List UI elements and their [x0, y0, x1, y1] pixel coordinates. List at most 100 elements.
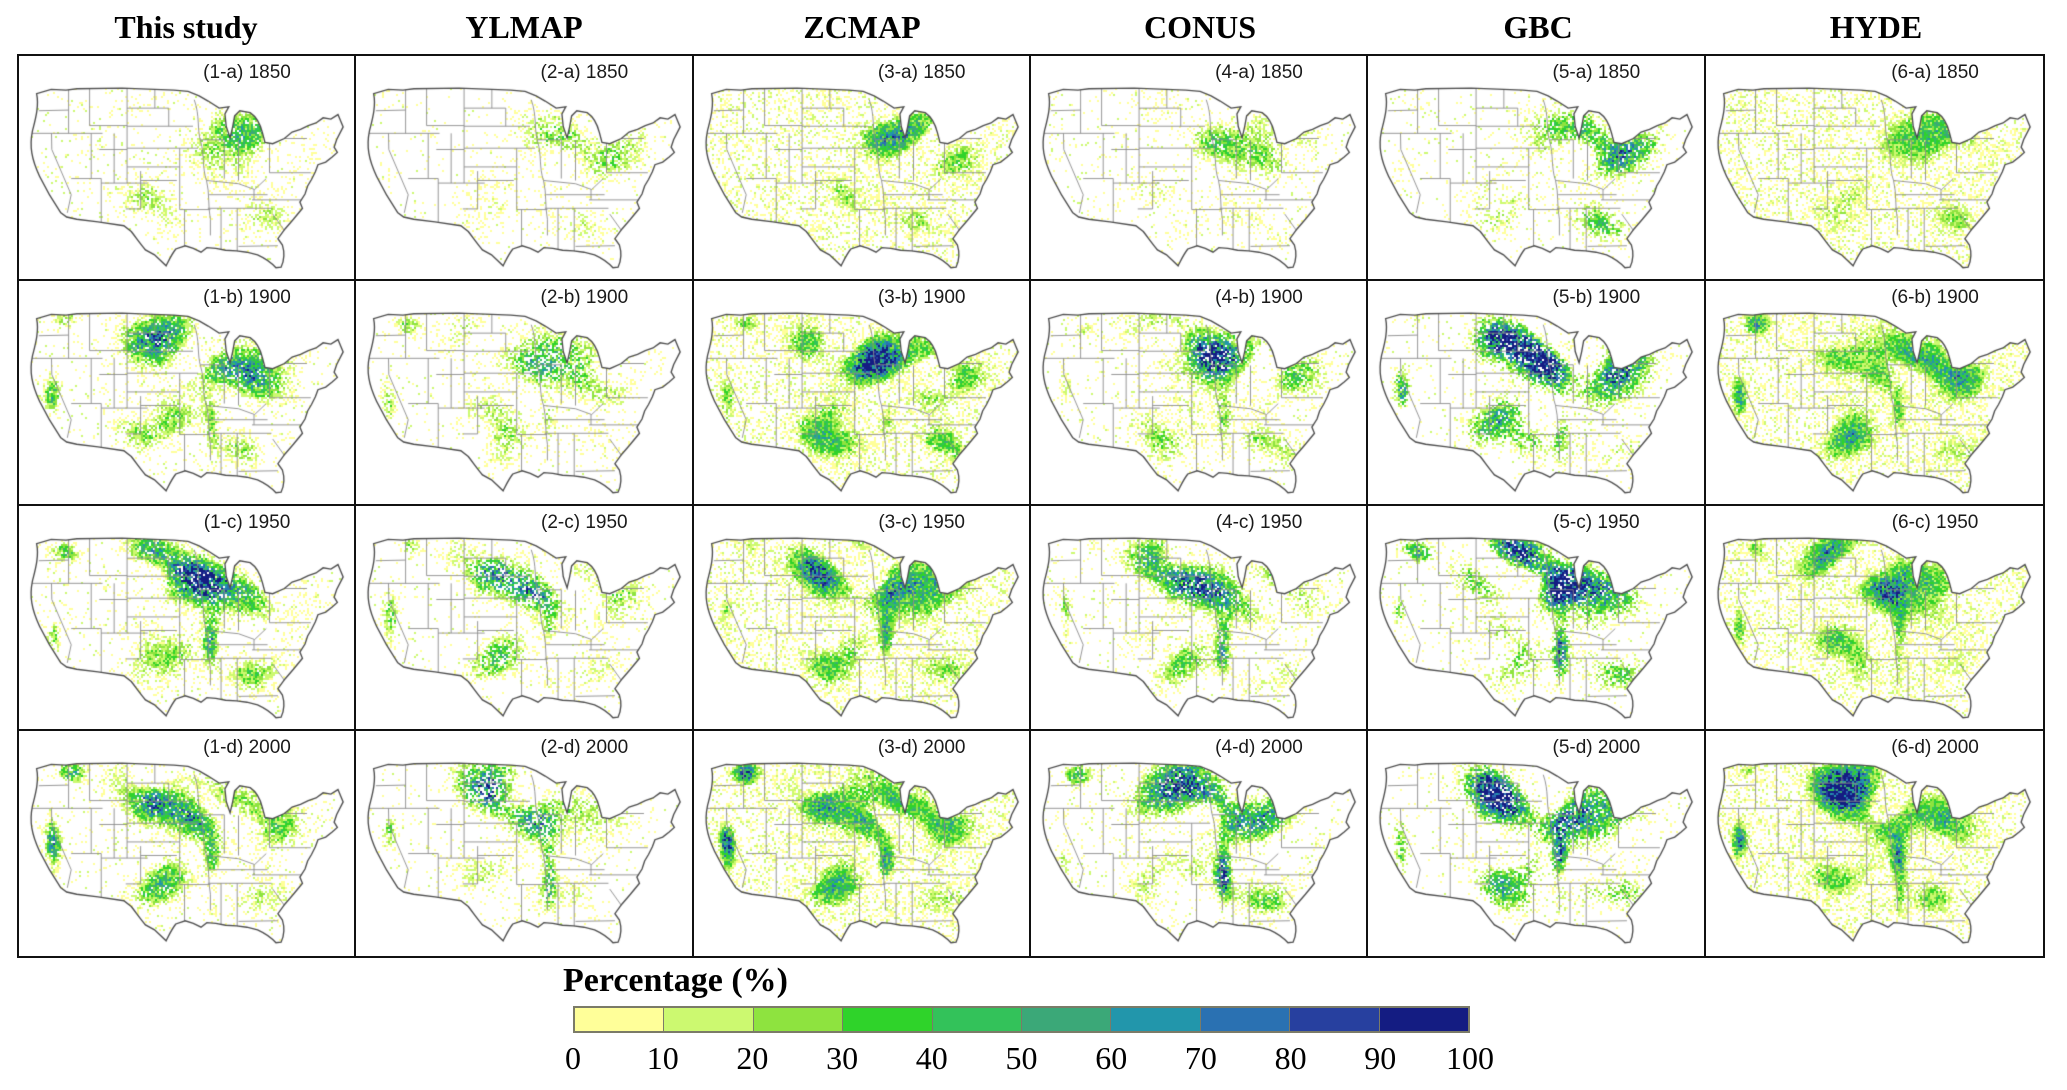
- map-panel-4-c: (4-c) 1950: [1031, 506, 1369, 731]
- panel-label-1-c: (1-c) 1950: [203, 512, 291, 533]
- map-panel-3-b: (3-b) 1900: [693, 281, 1031, 506]
- us-map-2-a: [356, 56, 692, 279]
- us-map-4-c: [1031, 506, 1367, 729]
- map-panel-2-a: (2-a) 1850: [356, 56, 694, 281]
- us-map-4-a: [1031, 56, 1367, 279]
- legend-title: Percentage (%): [563, 962, 788, 999]
- colorbar-segment-30-40: [843, 1008, 933, 1031]
- map-grid: (1-a) 1850 (2-a) 1850 (3-a) 1850 (4-a) 1850…: [17, 54, 2045, 958]
- colorbar-tick-90: 90: [1364, 1040, 1397, 1076]
- panel-label-4-d: (4-d) 2000: [1215, 737, 1303, 758]
- map-panel-2-c: (2-c) 1950: [356, 506, 694, 731]
- column-header-1: This study: [114, 9, 258, 45]
- map-panel-3-d: (3-d) 2000: [693, 731, 1031, 956]
- column-header-4: CONUS: [1143, 9, 1256, 45]
- panel-label-2-a: (2-a) 1850: [540, 62, 629, 83]
- panel-label-5-b: (5-b) 1900: [1552, 287, 1641, 308]
- panel-label-2-b: (2-b) 1900: [540, 287, 629, 308]
- map-panel-5-b: (5-b) 1900: [1368, 281, 1706, 506]
- panel-label-1-b: (1-b) 1900: [203, 287, 291, 308]
- panel-label-5-a: (5-a) 1850: [1552, 62, 1641, 83]
- panel-label-1-a: (1-a) 1850: [203, 62, 291, 83]
- us-map-4-b: [1031, 281, 1367, 504]
- us-map-3-c: [693, 506, 1029, 729]
- column-header-2: YLMAP: [465, 9, 583, 45]
- map-panel-4-a: (4-a) 1850: [1031, 56, 1369, 281]
- colorbar-segment-90-100: [1379, 1008, 1469, 1031]
- colorbar-tick-100: 100: [1446, 1040, 1494, 1076]
- us-map-3-d: [693, 731, 1029, 955]
- us-map-5-d: [1368, 731, 1704, 955]
- us-map-3-a: [693, 56, 1029, 279]
- map-panel-6-b: (6-b) 1900: [1705, 281, 2043, 506]
- colorbar-segment-60-70: [1111, 1008, 1201, 1031]
- map-panel-1-d: (1-d) 2000: [19, 731, 357, 956]
- us-map-2-d: [356, 731, 692, 955]
- map-panel-1-a: (1-a) 1850: [19, 56, 357, 281]
- panel-label-3-b: (3-b) 1900: [877, 287, 966, 308]
- map-panel-1-c: (1-c) 1950: [19, 506, 357, 731]
- colorbar-segment-40-50: [932, 1008, 1023, 1031]
- colorbar-segment-50-60: [1022, 1008, 1112, 1031]
- colorbar-tick-0: 0: [565, 1040, 581, 1076]
- panel-label-5-d: (5-d) 2000: [1552, 737, 1641, 758]
- panel-label-4-b: (4-b) 1900: [1215, 287, 1303, 308]
- map-panel-3-a: (3-a) 1850: [693, 56, 1031, 281]
- panel-label-6-c: (6-c) 1950: [1891, 512, 1979, 533]
- panel-label-6-d: (6-d) 2000: [1891, 737, 1979, 758]
- us-map-6-c: [1705, 506, 2042, 729]
- us-map-5-a: [1368, 56, 1704, 279]
- panel-label-3-d: (3-d) 2000: [877, 737, 966, 758]
- map-panel-5-c: (5-c) 1950: [1368, 506, 1706, 731]
- us-map-1-c: [19, 506, 355, 729]
- map-panel-2-b: (2-b) 1900: [356, 281, 694, 506]
- column-header-5: GBC: [1503, 9, 1573, 45]
- us-map-2-b: [356, 281, 692, 504]
- column-header-6: HYDE: [1829, 9, 1923, 45]
- map-panel-6-c: (6-c) 1950: [1705, 506, 2043, 731]
- us-map-5-c: [1368, 506, 1704, 729]
- panel-label-4-a: (4-a) 1850: [1215, 62, 1303, 83]
- us-map-1-d: [19, 731, 355, 955]
- map-panel-6-d: (6-d) 2000: [1705, 731, 2043, 956]
- colorbar-tick-50: 50: [1005, 1040, 1038, 1076]
- us-map-1-b: [19, 281, 355, 504]
- map-panel-1-b: (1-b) 1900: [19, 281, 357, 506]
- colorbar-tick-20: 20: [736, 1040, 769, 1076]
- panel-label-2-d: (2-d) 2000: [540, 737, 629, 758]
- map-panel-4-b: (4-b) 1900: [1031, 281, 1369, 506]
- us-map-6-b: [1705, 281, 2042, 504]
- colorbar-segment-70-80: [1200, 1008, 1291, 1031]
- map-panel-6-a: (6-a) 1850: [1705, 56, 2043, 281]
- panel-label-6-a: (6-a) 1850: [1891, 62, 1979, 83]
- us-map-5-b: [1368, 281, 1704, 504]
- colorbar-segment-20-30: [753, 1008, 844, 1031]
- panel-label-6-b: (6-b) 1900: [1891, 287, 1979, 308]
- colorbar-tick-40: 40: [915, 1040, 948, 1076]
- panel-label-1-d: (1-d) 2000: [203, 737, 291, 758]
- panel-label-4-c: (4-c) 1950: [1215, 512, 1303, 533]
- map-panel-3-c: (3-c) 1950: [693, 506, 1031, 731]
- column-headers: This study YLMAP ZCMAP CONUS GBC HYDE: [17, 4, 2045, 52]
- column-header-3: ZCMAP: [803, 9, 921, 45]
- colorbar-segment-10-20: [664, 1008, 754, 1031]
- colorbar-tick-30: 30: [826, 1040, 859, 1076]
- colorbar-segment-0-10: [575, 1008, 665, 1031]
- panel-label-5-c: (5-c) 1950: [1553, 512, 1640, 533]
- colorbar-tick-60: 60: [1095, 1040, 1128, 1076]
- us-map-4-d: [1031, 731, 1367, 955]
- map-panel-5-d: (5-d) 2000: [1368, 731, 1706, 956]
- us-map-6-d: [1705, 731, 2042, 955]
- colorbar-segment-80-90: [1290, 1008, 1380, 1031]
- colorbar-tick-80: 80: [1274, 1040, 1307, 1076]
- panel-label-3-c: (3-c) 1950: [878, 512, 965, 533]
- panel-label-3-a: (3-a) 1850: [877, 62, 966, 83]
- us-map-6-a: [1705, 56, 2042, 279]
- colorbar-tick-70: 70: [1184, 1040, 1217, 1076]
- us-map-3-b: [693, 281, 1029, 504]
- colorbar-tick-10: 10: [646, 1040, 679, 1076]
- map-panel-4-d: (4-d) 2000: [1031, 731, 1369, 956]
- panel-label-2-c: (2-c) 1950: [541, 512, 628, 533]
- us-map-2-c: [356, 506, 692, 729]
- map-panel-5-a: (5-a) 1850: [1368, 56, 1706, 281]
